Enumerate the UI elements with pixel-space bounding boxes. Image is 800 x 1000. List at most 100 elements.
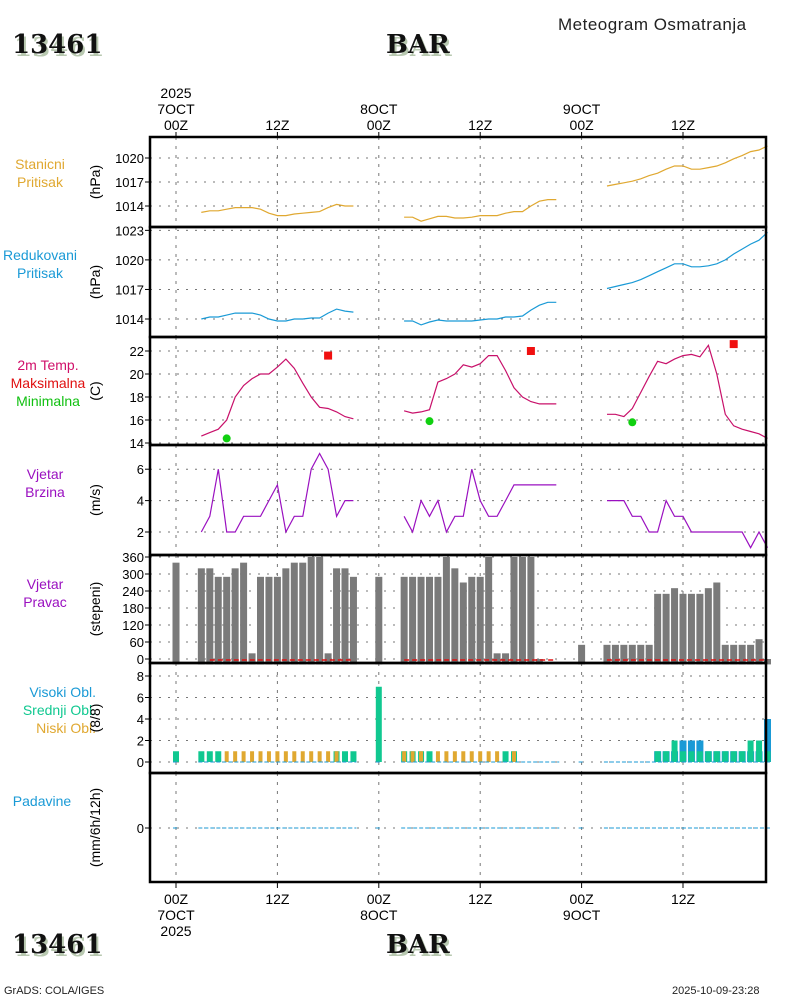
cloud-bar (495, 751, 500, 762)
label-line: Padavine (12, 793, 72, 809)
cloud-bar (512, 751, 516, 762)
series-line-temperature (403, 355, 557, 414)
wind-dir-bar (704, 588, 712, 665)
y-tick-label: 240 (122, 584, 144, 599)
wind-dir-bar (349, 576, 357, 665)
series-line-station_pressure (201, 203, 354, 217)
wind-dir-bar (738, 644, 746, 665)
label-line: Vjetar (26, 576, 64, 592)
cloud-bar (317, 751, 322, 762)
cloud-bar (215, 751, 222, 762)
cloud-bar (410, 751, 415, 762)
wind-dir-bar (231, 568, 239, 665)
cloud-bar (300, 751, 305, 762)
time-tick-label-top: 00Z (570, 117, 595, 133)
unit-label: (C) (87, 381, 103, 400)
unit-label: (stepeni) (87, 582, 103, 636)
wind-dir-bar (307, 557, 315, 665)
time-tick-label-bottom: 8OCT (360, 907, 398, 923)
label-clouds: Visoki Obl. Srednji Obl. Niski Obl. (0, 683, 96, 737)
chart-title: Meteogram Osmatranja (558, 15, 747, 34)
label-line: Maksimalna (10, 375, 86, 391)
time-tick-label-top: 7OCT (157, 101, 195, 117)
cloud-bar (233, 751, 238, 762)
cloud-bar (713, 751, 720, 762)
label-line: Pravac (23, 594, 67, 610)
cloud-bar (435, 751, 440, 762)
cloud-bar (292, 751, 297, 762)
wind-dir-bar (451, 568, 459, 665)
cloud-bar (224, 751, 229, 762)
cloud-bar (452, 751, 457, 762)
cloud-bar (375, 686, 382, 762)
cloud-bar (730, 751, 737, 762)
wind-dir-bar (282, 568, 290, 665)
label-line: Visoki Obl. (29, 684, 96, 700)
wind-dir-bar (223, 576, 231, 665)
station-id-bottom: 13461 (12, 930, 103, 960)
y-tick-label: 8 (137, 669, 144, 684)
y-tick-label: 20 (130, 367, 144, 382)
wind-dir-bar (662, 593, 670, 665)
y-tick-label: 0 (137, 821, 144, 836)
panel-frame (148, 443, 768, 557)
series-line-wind_speed (607, 498, 769, 549)
panel-station_pressure: 1014 1017 1020 (hPa) (87, 137, 766, 227)
label-line: 2m Temp. (17, 357, 79, 373)
series-line-wind_speed (200, 452, 354, 534)
cloud-bar (426, 751, 433, 762)
y-tick-label: 2 (137, 734, 144, 749)
cloud-bar (486, 751, 491, 762)
wind-dir-bar (273, 576, 281, 665)
cloud-bar (419, 751, 424, 762)
time-tick-label-bottom: 00Z (164, 891, 189, 907)
label-line: Vjetar (26, 466, 64, 482)
y-tick-label: 120 (122, 618, 144, 633)
panel-frame (148, 335, 768, 447)
y-tick-label: 300 (122, 567, 144, 582)
cloud-bar (739, 751, 746, 762)
cloud-bar (654, 751, 661, 762)
y-tick-label: 6 (137, 462, 144, 477)
panel-reduced_pressure: 1014 1017 1020 1023 (hPa) (87, 223, 766, 337)
min-temp-marker (222, 434, 231, 443)
unit-label: (8/8) (87, 704, 103, 733)
series-line-temperature (607, 343, 768, 439)
unit-label: (hPa) (87, 165, 103, 199)
wind-dir-bar (671, 588, 679, 665)
wind-dir-bar (527, 557, 535, 665)
wind-dir-bar (730, 644, 738, 665)
cloud-bar (747, 740, 754, 762)
wind-dir-bar (417, 576, 425, 665)
time-tick-label-bottom: 12Z (671, 891, 696, 907)
y-tick-label: 6 (137, 691, 144, 706)
min-temp-marker (425, 417, 434, 426)
cloud-bar (756, 740, 763, 762)
wind-dir-bar (240, 562, 248, 665)
y-tick-label: 60 (130, 635, 144, 650)
time-tick-label-top: 00Z (367, 117, 392, 133)
wind-dir-bar (747, 644, 755, 665)
cloud-bar (764, 751, 771, 762)
y-tick-label: 14 (130, 436, 144, 451)
unit-label: (m/s) (87, 484, 103, 516)
wind-dir-bar (679, 593, 687, 665)
y-tick-label: 2 (137, 525, 144, 540)
time-tick-label-top: 9OCT (563, 101, 601, 117)
label-line: Minimalna (16, 393, 80, 409)
cloud-bar (334, 751, 339, 762)
wind-dir-bar (620, 644, 628, 665)
label-line: Srednji Obl. (22, 702, 96, 718)
wind-dir-bar (687, 593, 695, 665)
cloud-bar (478, 751, 483, 762)
series-line-reduced_pressure (606, 231, 768, 290)
label-line: Pritisak (17, 265, 63, 281)
label-temperature: 2m Temp. Maksimalna Minimalna (0, 356, 96, 410)
y-tick-label: 4 (137, 494, 144, 509)
max-temp-marker (526, 347, 535, 355)
cloud-bar (241, 751, 246, 762)
wind-dir-bar (637, 644, 645, 665)
wind-dir-bar (206, 568, 214, 665)
series-line-temperature (201, 358, 354, 437)
wind-dir-bar (476, 576, 484, 665)
